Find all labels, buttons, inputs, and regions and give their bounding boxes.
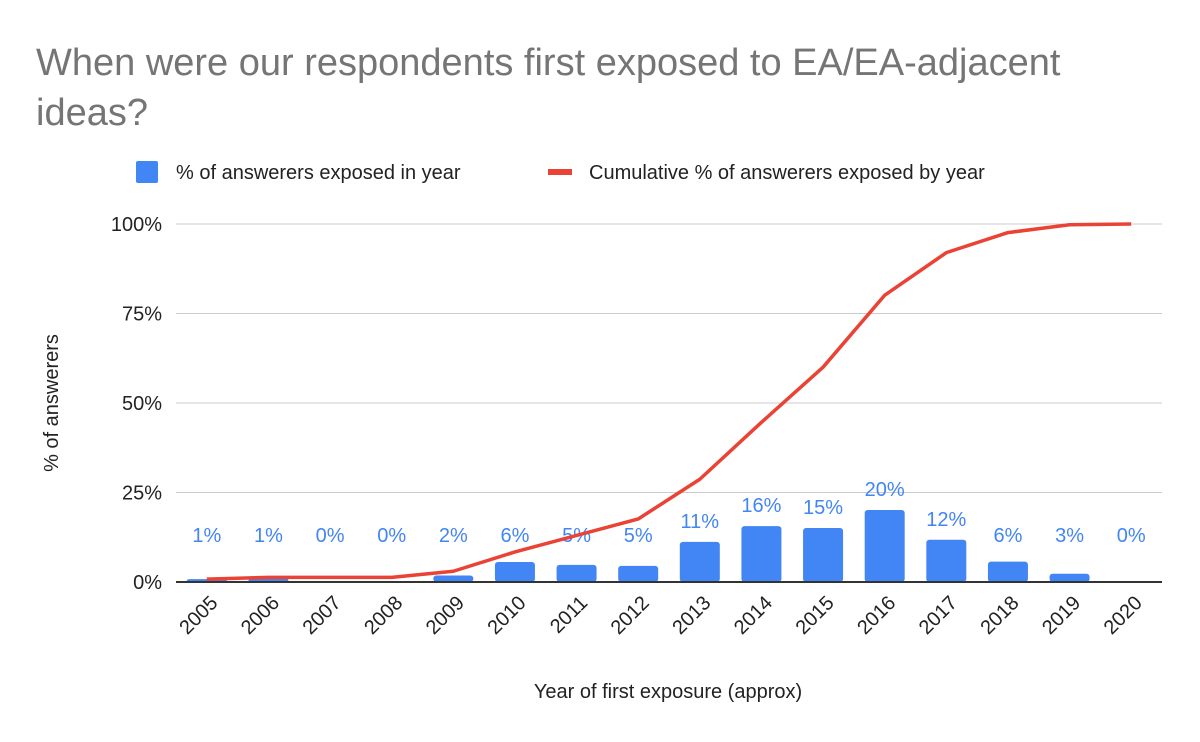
data-label: 12% <box>926 509 966 531</box>
x-tick-label: 2017 <box>915 592 962 639</box>
data-label: 15% <box>803 497 843 519</box>
x-tick-label: 2012 <box>607 592 654 639</box>
x-tick-label: 2007 <box>299 592 346 639</box>
data-label: 1% <box>254 525 283 547</box>
data-label: 11% <box>681 511 720 533</box>
x-axis-title: Year of first exposure (approx) <box>534 681 802 703</box>
chart-title: When were our respondents first exposed … <box>36 42 1061 134</box>
data-label: 20% <box>865 479 905 501</box>
bar <box>618 565 659 582</box>
y-tick-label: 25% <box>122 483 162 505</box>
data-label: 1% <box>192 525 221 547</box>
x-tick-label: 2009 <box>422 592 469 639</box>
cumulative-line <box>206 222 1132 581</box>
bar <box>556 564 597 582</box>
y-tick-label: 50% <box>122 393 162 415</box>
x-tick-label: 2020 <box>1100 592 1147 639</box>
legend-swatch-bar <box>136 161 158 183</box>
x-tick-label: 2015 <box>792 592 839 639</box>
x-tick-label: 2016 <box>853 592 900 639</box>
data-label: 3% <box>1055 525 1084 547</box>
data-label: 5% <box>624 525 653 547</box>
data-label: 6% <box>500 525 529 547</box>
y-tick-label: 100% <box>111 214 162 236</box>
data-label: 0% <box>1117 525 1146 547</box>
data-label: 0% <box>316 525 345 547</box>
legend-label: Cumulative % of answerers exposed by yea… <box>589 162 985 184</box>
x-tick-label: 2006 <box>237 592 284 639</box>
legend-swatch-line <box>548 169 572 175</box>
bar <box>987 561 1028 582</box>
x-tick-label: 2011 <box>546 592 592 638</box>
data-label: 0% <box>377 525 406 547</box>
bar <box>864 510 905 582</box>
bar <box>679 541 720 582</box>
data-label: 2% <box>439 525 468 547</box>
bar <box>433 575 474 582</box>
x-tick-label: 2008 <box>360 592 407 639</box>
y-axis-title: % of answerers <box>41 334 63 472</box>
bar <box>1049 573 1090 582</box>
y-tick-label: 0% <box>133 572 162 594</box>
x-tick-label: 2019 <box>1038 592 1085 639</box>
y-tick-label: 75% <box>122 304 162 326</box>
x-tick-label: 2013 <box>668 592 715 639</box>
bar <box>494 561 535 582</box>
x-tick-label: 2014 <box>730 592 777 639</box>
bar <box>803 527 844 582</box>
x-tick-label: 2010 <box>483 592 530 639</box>
bar <box>926 539 967 582</box>
bar <box>741 526 782 582</box>
data-label: 6% <box>993 525 1022 547</box>
x-tick-label: 2005 <box>175 592 222 639</box>
x-tick-label: 2018 <box>976 592 1023 639</box>
legend-label: % of answerers exposed in year <box>176 162 461 184</box>
data-label: 16% <box>741 495 781 517</box>
